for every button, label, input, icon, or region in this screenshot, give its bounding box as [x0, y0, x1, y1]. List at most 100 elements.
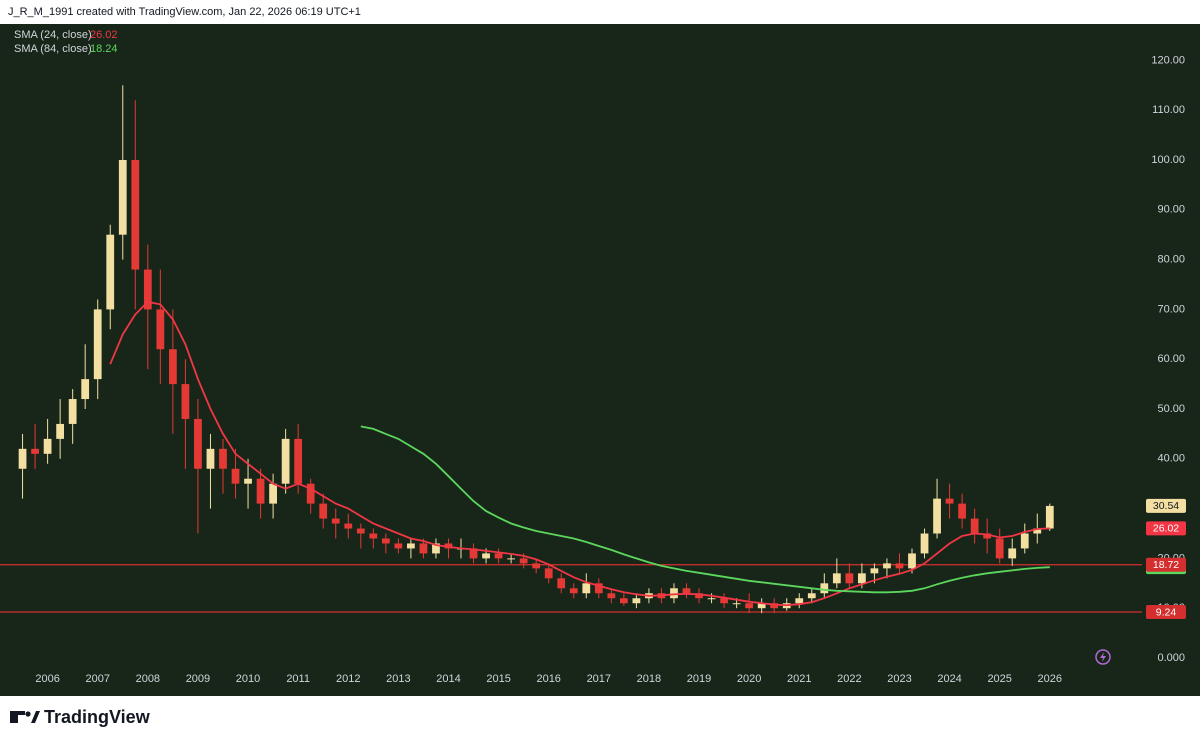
candle-body [682, 588, 691, 594]
candle-body [156, 309, 165, 350]
candle-body [619, 598, 628, 604]
legend-label: SMA (84, close) [14, 43, 92, 55]
candle-body [1033, 528, 1042, 534]
x-tick-label: 2019 [687, 673, 711, 685]
y-tick-label: 80.00 [1157, 254, 1185, 266]
candle-body [820, 583, 829, 594]
y-tick-label: 90.00 [1157, 204, 1185, 216]
x-tick-label: 2023 [887, 673, 911, 685]
candle-body [294, 438, 303, 484]
price-badge [1146, 498, 1186, 513]
candle-body [331, 518, 340, 524]
candle-body [143, 269, 152, 310]
candle-body [908, 553, 916, 569]
price-badge-label: 30.54 [1153, 500, 1179, 512]
y-tick-label: 0.000 [1157, 652, 1185, 664]
candle-body [745, 603, 754, 609]
x-tick-label: 2009 [186, 673, 210, 685]
candle-body [845, 573, 854, 584]
candle-body [56, 423, 65, 439]
candle-body [582, 583, 591, 594]
candle-body [219, 448, 227, 469]
candle-body [933, 498, 941, 534]
candle-body [344, 523, 353, 529]
candle-body [432, 543, 440, 554]
candle-body [81, 379, 90, 400]
candle-body [983, 533, 992, 539]
candle-body [807, 593, 816, 599]
x-tick-label: 2006 [35, 673, 59, 685]
y-tick-label: 120.00 [1151, 54, 1185, 66]
candle-body [181, 384, 190, 419]
candle-body [958, 503, 966, 519]
x-tick-label: 2014 [436, 673, 460, 685]
x-tick-label: 2007 [85, 673, 109, 685]
x-tick-label: 2010 [236, 673, 260, 685]
candle-body [832, 573, 841, 584]
candle-body [720, 598, 728, 604]
candle-body [43, 438, 52, 454]
candle-body [594, 583, 603, 594]
x-tick-label: 2008 [136, 673, 160, 685]
legend-value: 18.24 [90, 43, 118, 55]
candle-body [557, 578, 566, 589]
price-badge-label: 9.24 [1156, 606, 1177, 618]
candle-body [544, 568, 553, 579]
y-tick-label: 110.00 [1152, 104, 1185, 116]
candle-body [281, 438, 290, 484]
candle-body [381, 538, 390, 544]
sma-line [360, 425, 1050, 594]
y-tick-label: 40.00 [1157, 453, 1185, 465]
candle-body [482, 553, 490, 559]
y-tick-label: 70.00 [1157, 303, 1185, 315]
x-tick-label: 2020 [737, 673, 761, 685]
price-badge [1146, 557, 1186, 572]
x-tick-label: 2024 [937, 673, 961, 685]
x-tick-label: 2025 [987, 673, 1011, 685]
candle-body [632, 598, 641, 604]
candle-body [607, 593, 616, 599]
candle-body [306, 483, 315, 504]
price-badge-label: 18.72 [1153, 559, 1179, 571]
candle-body [394, 543, 403, 549]
candle-body [757, 603, 766, 609]
legend-value: 26.02 [90, 29, 118, 41]
candle-body [419, 543, 428, 554]
candle-body [1045, 505, 1054, 529]
price-badge-label: 26.02 [1153, 523, 1179, 535]
candle-body [519, 558, 528, 564]
x-tick-label: 2015 [486, 673, 510, 685]
candle-body [469, 548, 478, 559]
x-tick-label: 2012 [336, 673, 360, 685]
x-tick-label: 2018 [637, 673, 661, 685]
candle-body [670, 588, 678, 599]
candle-body [995, 538, 1004, 559]
candle-body [444, 543, 453, 549]
candle-body [68, 399, 77, 424]
price-badge [1146, 521, 1186, 536]
candle-body [920, 533, 929, 554]
candle-body [18, 448, 27, 469]
candle-body [206, 448, 215, 469]
x-tick-label: 2022 [837, 673, 861, 685]
legend-label: SMA (24, close) [14, 29, 92, 41]
candle-body [118, 160, 127, 235]
candle-body [231, 468, 240, 484]
candle-body [945, 498, 954, 504]
x-tick-label: 2016 [536, 673, 560, 685]
candle-body [770, 603, 779, 609]
candle-body [194, 418, 202, 469]
price-badge [1146, 604, 1186, 619]
attribution: J_R_M_1991 created with TradingView.com,… [8, 6, 361, 18]
candle-body [106, 234, 115, 310]
y-tick-label: 100.00 [1151, 154, 1185, 166]
footer-logo [10, 711, 40, 723]
candle-body [256, 478, 265, 504]
candle-body [695, 593, 703, 599]
candle-body [883, 563, 891, 569]
plot-background [0, 24, 1200, 696]
candle-body [707, 598, 716, 600]
candle-body [858, 573, 866, 584]
